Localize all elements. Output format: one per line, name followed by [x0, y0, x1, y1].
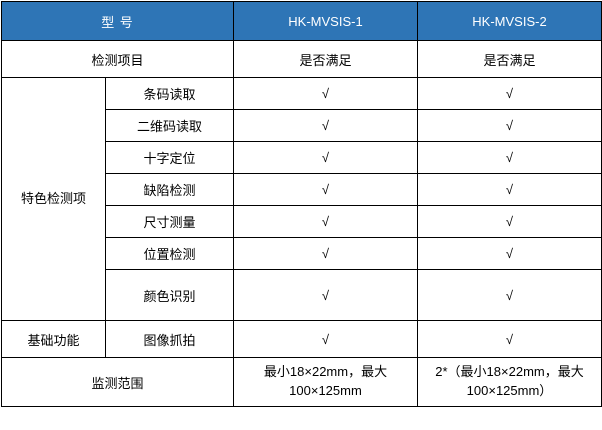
group-label-basic: 基础功能	[1, 320, 106, 358]
check-icon: √	[417, 77, 602, 110]
item-qrcode-read: 二维码读取	[105, 109, 234, 142]
check-icon: √	[417, 269, 602, 321]
header-model-1: HK-MVSIS-1	[233, 1, 418, 41]
item-color-recognition: 颜色识别	[105, 269, 234, 321]
check-icon: √	[233, 173, 418, 206]
item-barcode-read: 条码读取	[105, 77, 234, 110]
table-row: 二维码读取 √ √	[2, 109, 602, 142]
check-icon: √	[233, 237, 418, 270]
table-row: 基础功能 图像抓拍 √ √	[1, 320, 602, 358]
item-image-capture: 图像抓拍	[105, 320, 234, 358]
check-icon: √	[417, 141, 602, 174]
value-monitoring-range-2: 2*（最小18×22mm，最大100×125mm）	[417, 357, 602, 407]
item-dimension-measure: 尺寸测量	[105, 205, 234, 238]
value-monitoring-range-1: 最小18×22mm，最大100×125mm	[233, 357, 418, 407]
table-row: 特色检测项 条码读取 √ √	[1, 77, 602, 321]
table-row: 十字定位 √ √	[2, 141, 602, 174]
table-header-row: 型 号 HK-MVSIS-1 HK-MVSIS-2	[1, 1, 602, 41]
check-icon: √	[417, 205, 602, 238]
check-icon: √	[233, 77, 418, 110]
check-icon: √	[233, 141, 418, 174]
check-icon: √	[417, 109, 602, 142]
subheader-value-2: 是否满足	[417, 40, 602, 78]
check-icon: √	[417, 320, 602, 358]
specification-table: 型 号 HK-MVSIS-1 HK-MVSIS-2 检测项目 是否满足 是否满足…	[1, 1, 602, 407]
label-monitoring-range: 监测范围	[1, 357, 234, 407]
table-row: 监测范围 最小18×22mm，最大100×125mm 2*（最小18×22mm，…	[1, 357, 602, 407]
check-icon: √	[417, 237, 602, 270]
item-cross-positioning: 十字定位	[105, 141, 234, 174]
item-defect-detection: 缺陷检测	[105, 173, 234, 206]
table-row: 检测项目 是否满足 是否满足	[1, 40, 602, 78]
subheader-label: 检测项目	[1, 40, 234, 78]
subheader-value-1: 是否满足	[233, 40, 418, 78]
table-row: 缺陷检测 √ √	[2, 173, 602, 206]
group-label-feature: 特色检测项	[1, 77, 106, 321]
item-position-detection: 位置检测	[105, 237, 234, 270]
header-parameter-label: 型 号	[1, 1, 234, 41]
header-model-2: HK-MVSIS-2	[417, 1, 602, 41]
check-icon: √	[417, 173, 602, 206]
check-icon: √	[233, 205, 418, 238]
check-icon: √	[233, 109, 418, 142]
check-icon: √	[233, 320, 418, 358]
check-icon: √	[233, 269, 418, 321]
